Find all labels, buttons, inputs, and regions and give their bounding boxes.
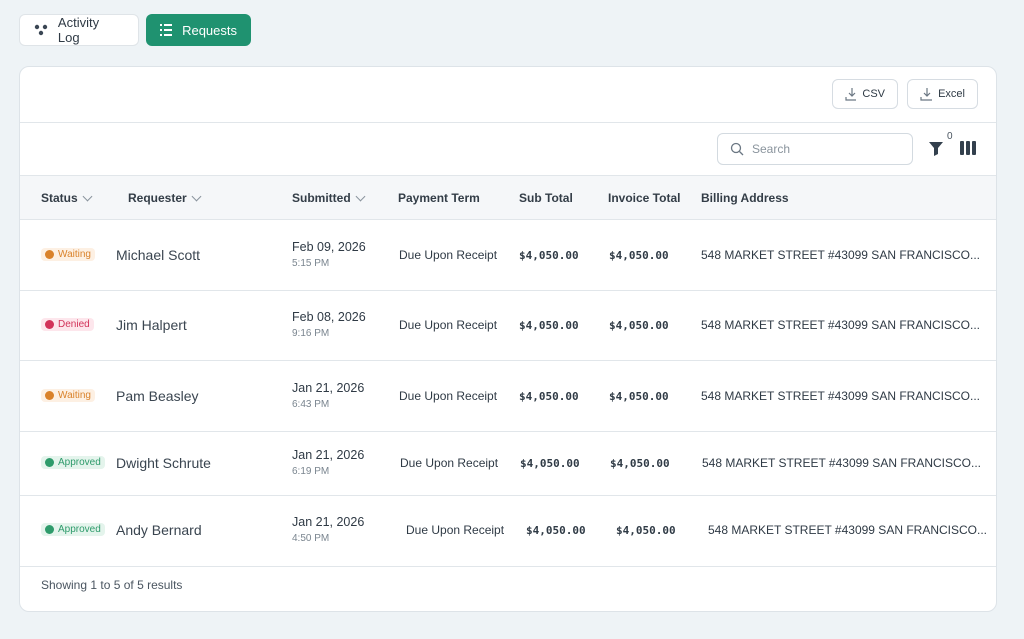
tab-activity-log[interactable]: Activity Log: [19, 14, 139, 46]
row-divider: [20, 566, 996, 567]
button-label: CSV: [862, 88, 885, 100]
sub-total: $4,050.00: [526, 524, 586, 537]
status-dot: [45, 320, 54, 329]
requester: Pam Beasley: [116, 387, 199, 404]
list-icon: [160, 24, 173, 36]
export-csv-button[interactable]: CSV: [832, 79, 898, 109]
row-divider: [20, 290, 996, 291]
submitted-date: Jan 21, 2026: [292, 515, 365, 529]
row-divider: [20, 360, 996, 361]
tab-label: Requests: [182, 22, 237, 38]
filter-count: 0: [947, 131, 953, 142]
submitted-time: 6:43 PM: [292, 398, 330, 410]
column-header-label: Sub Total: [519, 191, 573, 205]
status-dot: [45, 525, 54, 534]
status-dot: [45, 458, 54, 467]
billing-address: 548 MARKET STREET #43099 SAN FRANCISCO..…: [701, 388, 980, 403]
column-header[interactable]: Submitted: [292, 191, 366, 205]
status-label: Waiting: [58, 389, 91, 401]
column-header-label: Requester: [128, 191, 187, 205]
columns-button[interactable]: [960, 141, 976, 155]
submitted-time: 4:50 PM: [292, 533, 330, 544]
column-header: Payment Term: [398, 191, 480, 205]
row-divider: [20, 495, 996, 496]
submitted-date: Jan 21, 2026: [292, 380, 365, 395]
sub-total: $4,050.00: [520, 457, 580, 470]
column-header: Sub Total: [519, 191, 573, 205]
column-header: Billing Address: [701, 191, 789, 205]
payment-term: Due Upon Receipt: [399, 318, 498, 332]
status-badge: Denied: [41, 318, 94, 331]
requester: Michael Scott: [116, 246, 201, 263]
column-header: Invoice Total: [608, 191, 680, 205]
submitted-time: 5:15 PM: [292, 257, 330, 269]
status-dot: [45, 249, 54, 259]
submitted-time: 6:19 PM: [292, 466, 330, 477]
divider: [20, 175, 996, 176]
divider: [20, 219, 996, 220]
status-badge: Approved: [41, 523, 105, 536]
sort-chevron: [355, 191, 366, 201]
column-header-label: Billing Address: [701, 191, 789, 205]
requester: Andy Bernard: [116, 522, 202, 538]
tab-requests[interactable]: Requests: [146, 14, 251, 46]
invoice-total: $4,050.00: [610, 457, 670, 470]
status-badge: Waiting: [41, 388, 95, 402]
requester: Dwight Schrute: [116, 455, 211, 471]
column-header-label: Status: [41, 191, 78, 205]
submitted-date: Feb 08, 2026: [292, 310, 366, 324]
sub-total: $4,050.00: [519, 319, 579, 332]
payment-term: Due Upon Receipt: [399, 388, 498, 403]
search-icon: [730, 142, 744, 156]
payment-term: Due Upon Receipt: [400, 456, 499, 470]
filter-button[interactable]: [928, 141, 944, 157]
requests-card: CSV Excel Search 0 Showing 1 to 5 of 5 r…: [19, 66, 997, 612]
column-header-label: Submitted: [292, 191, 351, 205]
search-placeholder: Search: [752, 142, 791, 156]
table-header: [20, 176, 996, 219]
invoice-total: $4,050.00: [609, 389, 669, 403]
status-label: Denied: [58, 319, 90, 330]
submitted-date: Feb 09, 2026: [292, 239, 366, 254]
pagination-summary: Showing 1 to 5 of 5 results: [41, 578, 183, 592]
button-label: Excel: [938, 88, 965, 100]
export-excel-button[interactable]: Excel: [907, 79, 978, 109]
invoice-total: $4,050.00: [609, 319, 669, 332]
billing-address: 548 MARKET STREET #43099 SAN FRANCISCO..…: [708, 523, 987, 537]
billing-address: 548 MARKET STREET #43099 SAN FRANCISCO..…: [702, 456, 981, 470]
download-icon: [920, 88, 933, 101]
column-header-label: Invoice Total: [608, 191, 681, 205]
billing-address: 548 MARKET STREET #43099 SAN FRANCISCO..…: [701, 318, 980, 332]
column-header[interactable]: Requester: [128, 191, 202, 205]
tab-label: Activity Log: [57, 15, 100, 45]
billing-address: 548 MARKET STREET #43099 SAN FRANCISCO..…: [701, 247, 980, 262]
submitted-date: Jan 21, 2026: [292, 448, 365, 462]
sub-total: $4,050.00: [519, 389, 579, 403]
sort-chevron: [82, 191, 93, 201]
payment-term: Due Upon Receipt: [406, 523, 505, 537]
status-badge: Waiting: [41, 247, 95, 261]
invoice-total: $4,050.00: [616, 524, 676, 537]
status-badge: Approved: [41, 456, 105, 469]
status-label: Approved: [58, 524, 101, 535]
sub-total: $4,050.00: [519, 248, 579, 262]
row-divider: [20, 431, 996, 432]
status-label: Waiting: [58, 248, 91, 260]
divider: [20, 122, 996, 123]
status-dot: [45, 390, 54, 400]
payment-term: Due Upon Receipt: [399, 247, 498, 262]
column-header[interactable]: Status: [41, 191, 93, 205]
search-box[interactable]: Search: [717, 133, 913, 165]
status-label: Approved: [58, 457, 101, 468]
requester: Jim Halpert: [116, 317, 187, 333]
activity-icon: [34, 24, 48, 36]
submitted-time: 9:16 PM: [292, 328, 330, 339]
column-header-label: Payment Term: [398, 191, 480, 205]
invoice-total: $4,050.00: [609, 248, 669, 262]
sort-chevron: [191, 191, 202, 201]
download-icon: [845, 88, 857, 101]
